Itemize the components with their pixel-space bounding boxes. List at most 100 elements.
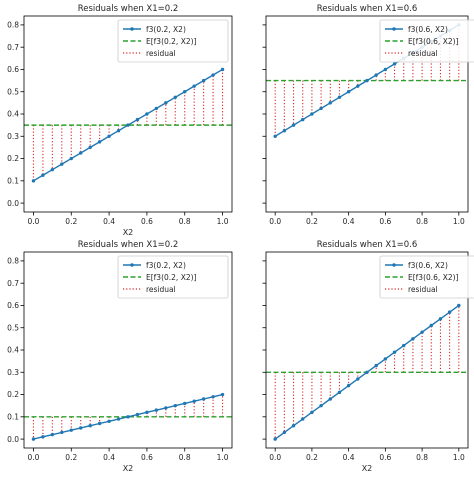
y-tick-label: 0.8 <box>7 21 19 30</box>
x-tick-label: 0.0 <box>269 217 281 226</box>
x-tick-label: 0.6 <box>379 453 391 462</box>
x-tick-label: 0.4 <box>103 217 115 226</box>
x-tick-label: 0.2 <box>65 217 77 226</box>
f3-point <box>282 430 287 435</box>
plot-area <box>24 67 232 183</box>
f3-point <box>319 106 323 111</box>
legend-box <box>117 19 229 63</box>
y-tick-label: 0.2 <box>7 390 19 399</box>
f3-point <box>337 95 342 99</box>
f3-point <box>291 123 296 127</box>
x-tick-label: 1.0 <box>217 217 229 226</box>
x-tick-label: 0.8 <box>179 453 191 462</box>
x-tick-label: 1.0 <box>217 453 229 462</box>
x-tick-label: 0.0 <box>27 217 39 226</box>
x-tick-label: 0.2 <box>65 453 77 462</box>
f3-point <box>310 112 314 116</box>
legend-label-mean: E[f3(0.2, X2)] <box>146 273 197 282</box>
f3-point <box>411 337 415 341</box>
x-tick-label: 1.0 <box>453 453 465 462</box>
legend-label-residual: residual <box>146 285 176 294</box>
legend-label-f3: f3(0.6, X2) <box>408 261 448 270</box>
f3-point <box>50 167 55 172</box>
f3-point <box>154 106 159 111</box>
subplot-1: Residuals when X1=0.2 0.0 0.2 0.4 0.6 0.8 1.0 0… <box>7 4 233 237</box>
f3-point <box>116 417 121 421</box>
legend-label-residual: residual <box>408 49 438 58</box>
f3-point <box>31 179 36 183</box>
legend: f3(0.6, X2) E[f3(0.6, X2)] residual <box>379 19 474 63</box>
legend-box <box>379 255 474 299</box>
legend: f3(0.2, X2) E[f3(0.2, X2)] residual <box>117 19 229 63</box>
plot-area <box>266 303 468 441</box>
f3-point <box>173 95 177 99</box>
f3-point <box>447 310 452 314</box>
f3-point <box>211 395 215 399</box>
f3-point <box>438 317 443 321</box>
legend-label-mean: E[f3(0.6, X2)] <box>408 273 459 282</box>
x-tick-label: 0.8 <box>416 217 428 226</box>
x-tick-label: 0.6 <box>141 217 153 226</box>
f3-point <box>60 162 64 166</box>
y-tick-label: 0.3 <box>7 132 19 141</box>
f3-point <box>356 84 360 88</box>
f3-point <box>211 73 215 77</box>
y-tick-label: 0.5 <box>7 323 19 332</box>
y-tick-label: 0.4 <box>7 346 19 355</box>
f3-point <box>383 67 388 72</box>
x-tick-label: 0.0 <box>27 453 39 462</box>
x-axis-label: X2 <box>123 228 134 237</box>
f3-point <box>97 140 102 144</box>
f3-point <box>69 428 73 432</box>
f3-point <box>374 363 378 368</box>
x-tick-label: 0.6 <box>379 217 391 226</box>
f3-point <box>145 410 149 415</box>
f3-point <box>337 390 342 395</box>
subplot-title: Residuals when X1=0.6 <box>317 240 418 250</box>
y-tick-label: 0.3 <box>7 368 19 377</box>
f3-point <box>79 426 83 430</box>
f3-point <box>429 323 433 328</box>
f3-point <box>164 406 168 410</box>
f3-point <box>69 156 73 161</box>
legend-label-residual: residual <box>408 285 438 294</box>
legend-label-residual: residual <box>146 49 176 58</box>
y-tick-label: 0.1 <box>7 413 19 422</box>
y-tick-label: 0.8 <box>7 257 19 266</box>
y-tick-label: 0.0 <box>7 199 19 208</box>
f3-point <box>301 417 305 421</box>
legend-marker-f3 <box>392 27 396 31</box>
f3-point <box>201 78 206 83</box>
f3-point <box>328 397 332 401</box>
f3-point <box>126 123 130 127</box>
f3-point <box>88 145 92 150</box>
f3-point <box>220 392 225 397</box>
legend-label-f3: f3(0.6, X2) <box>408 25 448 34</box>
legend-box <box>379 19 474 63</box>
f3-point <box>383 357 388 361</box>
x-tick-label: 0.4 <box>343 217 355 226</box>
f3-point <box>392 62 397 66</box>
y-tick-label: 0.4 <box>7 110 19 119</box>
f3-point <box>273 134 277 138</box>
f3-point <box>346 383 351 388</box>
f3-point <box>402 343 406 348</box>
f3-point <box>310 410 314 415</box>
y-tick-label: 0.0 <box>7 435 19 444</box>
y-tick-label: 0.1 <box>7 177 19 186</box>
y-tick-label: 0.7 <box>7 279 19 288</box>
f3-point <box>79 151 83 155</box>
f3-point <box>107 419 111 423</box>
y-tick-label: 0.6 <box>7 65 19 74</box>
y-tick-label: 0.2 <box>7 154 19 163</box>
legend-box <box>117 255 229 299</box>
f3-point <box>192 399 196 403</box>
f3-point <box>365 370 369 374</box>
x-tick-label: 0.8 <box>179 217 191 226</box>
x-axis-label: X2 <box>123 464 134 473</box>
f3-point <box>420 330 424 334</box>
x-tick-label: 0.8 <box>416 453 428 462</box>
f3-point <box>192 84 196 88</box>
legend-marker-f3 <box>130 263 134 267</box>
